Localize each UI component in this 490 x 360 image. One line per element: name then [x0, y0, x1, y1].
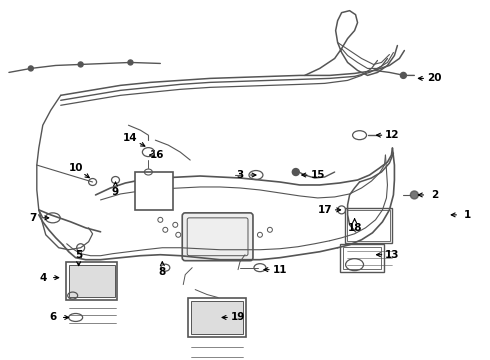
Circle shape [400, 72, 406, 78]
FancyBboxPatch shape [188, 298, 246, 337]
Text: 12: 12 [385, 130, 400, 140]
Text: 13: 13 [385, 250, 400, 260]
Text: 15: 15 [311, 170, 325, 180]
Text: 8: 8 [159, 267, 166, 276]
Text: 10: 10 [69, 163, 83, 173]
Text: 5: 5 [75, 250, 82, 260]
FancyBboxPatch shape [69, 265, 115, 297]
Circle shape [28, 66, 33, 71]
Circle shape [78, 62, 83, 67]
FancyBboxPatch shape [340, 244, 385, 272]
Circle shape [410, 191, 418, 199]
Text: 2: 2 [431, 190, 438, 200]
Text: 17: 17 [318, 205, 332, 215]
Text: 14: 14 [123, 133, 138, 143]
Circle shape [293, 168, 299, 176]
Circle shape [128, 60, 133, 65]
Text: 7: 7 [29, 213, 37, 223]
Text: 11: 11 [272, 265, 287, 275]
Text: 9: 9 [112, 187, 119, 197]
Text: 16: 16 [150, 150, 165, 160]
Text: 1: 1 [464, 210, 471, 220]
Text: 4: 4 [39, 273, 47, 283]
Text: 18: 18 [347, 223, 362, 233]
FancyBboxPatch shape [66, 262, 118, 300]
FancyBboxPatch shape [344, 208, 392, 243]
Text: 20: 20 [427, 73, 441, 84]
FancyBboxPatch shape [182, 213, 253, 261]
FancyBboxPatch shape [191, 301, 243, 334]
FancyBboxPatch shape [135, 172, 173, 210]
Text: 6: 6 [49, 312, 56, 323]
Text: 19: 19 [231, 312, 245, 323]
Text: 3: 3 [236, 170, 244, 180]
